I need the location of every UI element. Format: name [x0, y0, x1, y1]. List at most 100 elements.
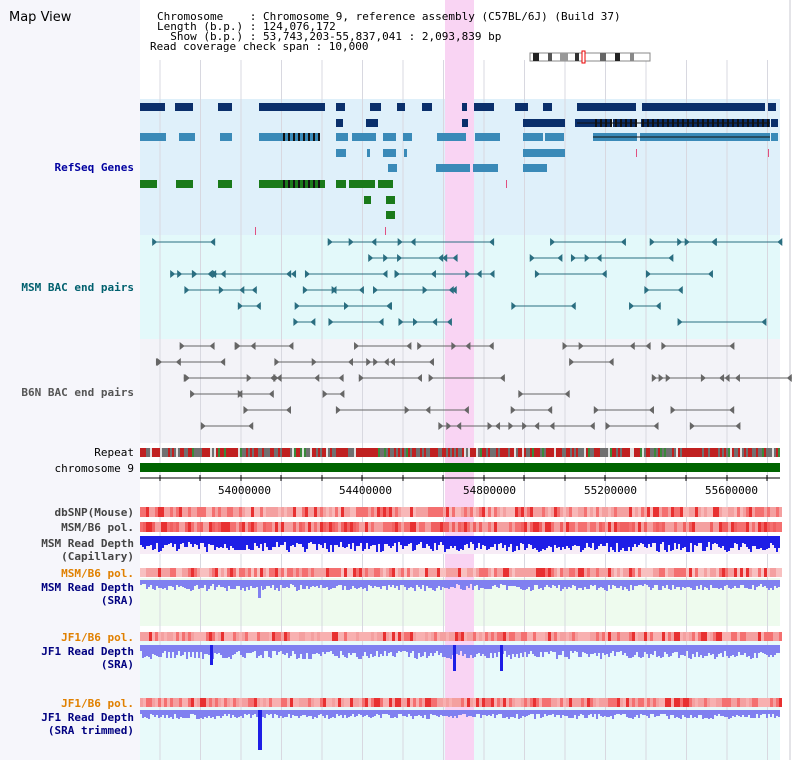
depth-bar	[442, 580, 444, 587]
repeat-mark	[620, 448, 622, 457]
depth-bar	[450, 710, 452, 716]
heat-cell	[380, 568, 383, 577]
depth-bar	[710, 580, 712, 585]
depth-bar	[542, 645, 544, 657]
depth-bar	[166, 580, 168, 590]
depth-bar	[422, 710, 424, 718]
depth-bar	[240, 645, 242, 655]
track-label-repeat[interactable]: Repeat	[94, 446, 134, 459]
heat-cell	[653, 698, 656, 707]
msm-bac-pair-end	[446, 318, 452, 326]
depth-bar	[312, 645, 314, 654]
track-label-jf1-b6-pol-1[interactable]: JF1/B6 pol.	[61, 631, 134, 644]
b6n-bac-pair-end	[569, 358, 575, 366]
track-label-msm-depth-sra[interactable]: MSM Read Depth	[41, 581, 134, 594]
depth-bar	[672, 536, 674, 550]
heat-cell	[755, 568, 758, 577]
length-info: Length (b.p.) : 124,076,172	[157, 20, 336, 33]
heat-cell	[683, 632, 686, 641]
chromosome-info: Chromosome : Chromosome 9, reference ass…	[157, 10, 621, 23]
repeat-mark	[580, 448, 582, 457]
repeat-mark	[728, 448, 730, 457]
depth-bar	[604, 710, 606, 716]
depth-bar	[344, 580, 346, 586]
depth-bar	[578, 645, 580, 657]
depth-bar	[216, 645, 218, 654]
depth-bar	[388, 580, 390, 585]
heat-cell	[623, 568, 626, 577]
track-label-dbsnp[interactable]: dbSNP(Mouse)	[54, 506, 134, 519]
track-label-msm-b6-pol-2[interactable]: MSM/B6 pol.	[61, 567, 134, 580]
heat-cell	[773, 632, 776, 641]
heat-cell	[686, 698, 689, 707]
heat-cell	[593, 507, 596, 517]
heat-cell	[500, 698, 503, 707]
track-label-chromosome[interactable]: chromosome 9	[54, 462, 134, 475]
heat-cell	[743, 507, 746, 517]
heat-cell	[638, 632, 641, 641]
heat-cell	[338, 568, 341, 577]
heat-cell	[497, 522, 500, 532]
heat-cell	[755, 522, 758, 532]
heat-cell	[698, 522, 701, 532]
heat-cell	[275, 698, 278, 707]
heat-cell	[593, 568, 596, 577]
track-label-msm-b6-pol-1[interactable]: MSM/B6 pol.	[61, 521, 134, 534]
msm-bac-pair-end	[777, 238, 783, 246]
repeat-mark	[362, 448, 364, 457]
repeat-mark	[624, 448, 626, 457]
depth-bar	[638, 645, 640, 657]
heat-cell	[239, 522, 242, 532]
heat-cell	[668, 507, 671, 517]
gene-exon	[140, 180, 157, 188]
track-label-jf1-depth-sra[interactable]: JF1 Read Depth	[41, 645, 134, 658]
heat-cell	[392, 632, 395, 641]
heat-cell	[314, 698, 317, 707]
depth-bar	[444, 710, 446, 716]
heat-cell	[284, 522, 287, 532]
track-label-jf1-b6-pol-2[interactable]: JF1/B6 pol.	[61, 697, 134, 710]
repeat-mark	[626, 448, 628, 457]
heat-cell	[512, 698, 515, 707]
heat-cell	[572, 507, 575, 517]
track-label-msm-depth-cap[interactable]: MSM Read Depth	[41, 537, 134, 550]
depth-bar	[256, 710, 258, 717]
heat-cell	[674, 522, 677, 532]
heat-cell	[377, 698, 380, 707]
depth-bar	[660, 645, 662, 658]
heat-cell	[641, 522, 644, 532]
heat-cell	[362, 522, 365, 532]
depth-bar	[362, 536, 364, 551]
repeat-mark	[296, 448, 298, 457]
depth-bar	[534, 645, 536, 656]
depth-bar	[334, 580, 336, 588]
depth-bar	[572, 710, 574, 718]
depth-bar	[440, 645, 442, 653]
heat-cell	[590, 522, 593, 532]
repeat-mark	[212, 448, 214, 457]
b6n-bac-pair-end	[155, 358, 161, 366]
track-label-msm-bac[interactable]: MSM BAC end pairs	[21, 281, 134, 294]
heat-cell	[326, 632, 329, 641]
heat-cell	[176, 568, 179, 577]
depth-bar	[550, 645, 552, 651]
repeat-mark	[676, 448, 678, 457]
heat-cell	[674, 568, 677, 577]
track-label-jf1-depth-trim[interactable]: JF1 Read Depth	[41, 711, 134, 724]
depth-bar	[348, 645, 350, 653]
heat-cell	[365, 522, 368, 532]
depth-bar	[316, 536, 318, 550]
track-label-refseq[interactable]: RefSeq Genes	[54, 161, 134, 174]
gene-marker	[385, 227, 386, 235]
depth-bar	[572, 645, 574, 653]
repeat-mark	[184, 448, 186, 457]
depth-bar	[360, 580, 362, 587]
b6n-bac-pair-end	[724, 374, 730, 382]
depth-bar	[576, 645, 578, 652]
heat-cell	[281, 698, 284, 707]
heat-cell	[164, 507, 167, 517]
track-label-b6n-bac[interactable]: B6N BAC end pairs	[21, 386, 134, 399]
heat-cell	[239, 632, 242, 641]
depth-bar	[314, 645, 316, 654]
